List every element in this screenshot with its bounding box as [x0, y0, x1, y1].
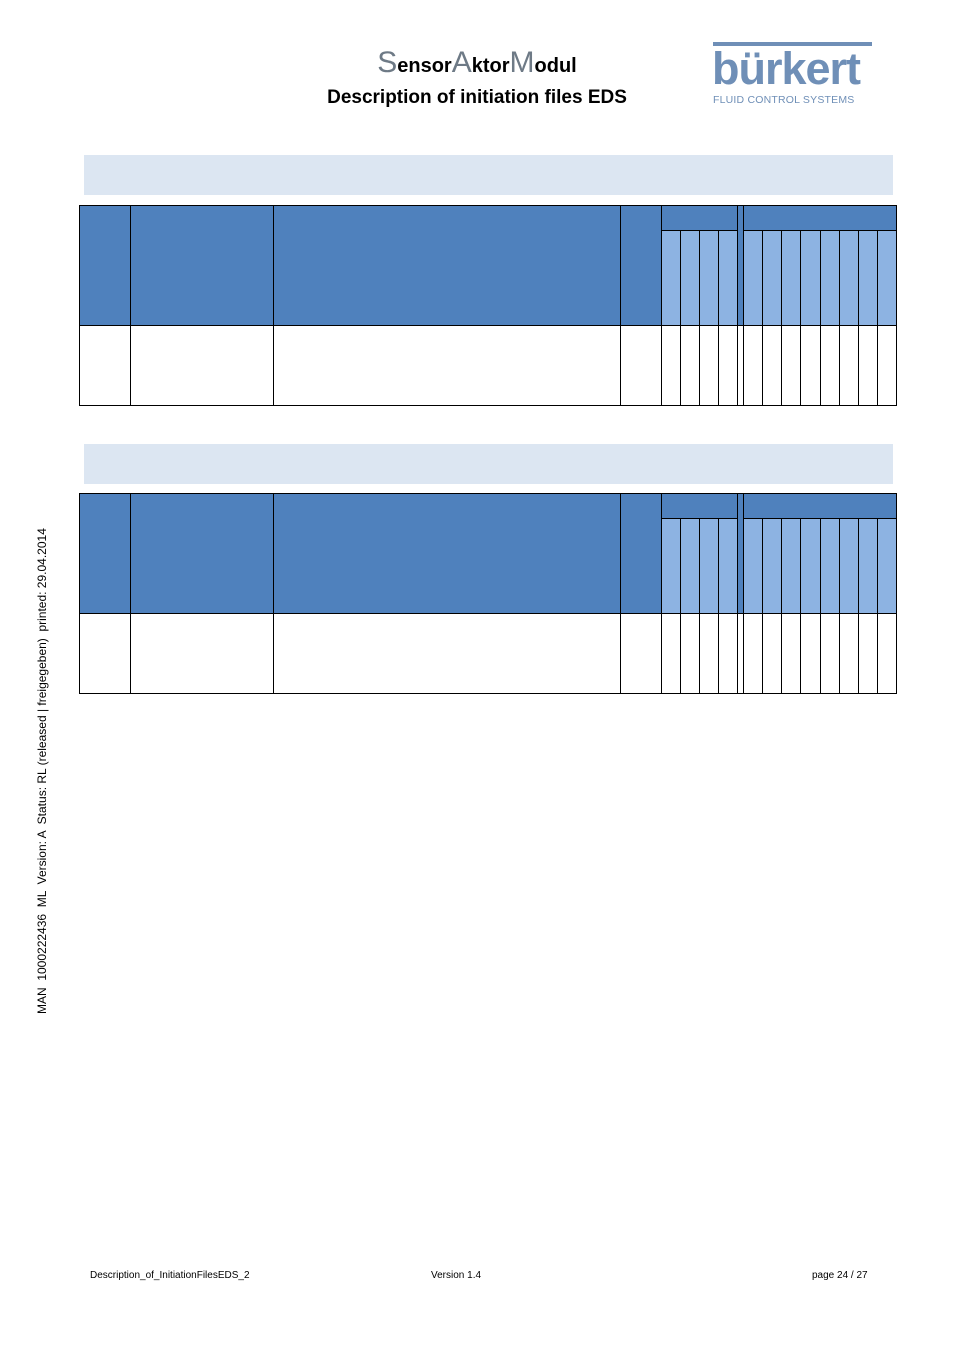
document-title: SensorAktorModul Description of initiati… [250, 46, 704, 111]
header-cell-col3 [273, 493, 621, 614]
title-cap-m: M [509, 46, 535, 79]
document-status-note: MAN 1000222436 ML Version: A Status: RL … [35, 528, 49, 1014]
title-part-ensor: ensor [397, 55, 452, 77]
table-subheader-row [80, 518, 898, 614]
subheader-cell [742, 230, 763, 326]
table-cell [679, 325, 700, 406]
parameter-table-2 [78, 493, 898, 694]
table-subheader-row [80, 230, 898, 326]
header-cell-col4 [619, 493, 662, 614]
subheader-cell [799, 518, 821, 614]
table-cell [876, 613, 898, 694]
footer-filename: Description_of_InitiationFilesEDS_2 [90, 1270, 250, 1281]
table-cell [838, 325, 859, 406]
table-row [78, 613, 898, 694]
subheader-cell [838, 518, 859, 614]
table-cell [799, 325, 821, 406]
subheader-cell [876, 518, 898, 614]
table-header-row [78, 493, 898, 614]
table-cell [717, 325, 738, 406]
table-cell [742, 613, 763, 694]
subheader-cell [857, 230, 878, 326]
subheader-cell [819, 518, 840, 614]
table-cell [761, 325, 782, 406]
table-cell [857, 613, 878, 694]
title-part-odul: odul [534, 55, 577, 77]
subheader-cell [876, 230, 898, 326]
section-heading-bar-2 [84, 444, 893, 484]
subheader-cell [838, 230, 859, 326]
header-group-right [742, 493, 898, 519]
table-cell [876, 325, 898, 406]
logo-wordmark: bürkert [712, 43, 861, 94]
subheader-cell [679, 518, 700, 614]
table-cell [698, 325, 719, 406]
document-subtitle: Description of initiation files EDS [327, 87, 627, 108]
subheader-cell [679, 230, 700, 326]
footer-version: Version 1.4 [431, 1270, 482, 1281]
title-part-ktor: ktor [471, 55, 510, 77]
table-cell [761, 613, 782, 694]
table-cell [660, 613, 681, 694]
table-cell [130, 325, 275, 406]
table-cell [130, 613, 275, 694]
subheader-cell [698, 230, 719, 326]
subheader-cell [761, 230, 782, 326]
header-group-left [660, 493, 738, 519]
subheader-cell [761, 518, 782, 614]
subheader-cell [698, 518, 719, 614]
subheader-cell [799, 230, 821, 326]
table-cell [742, 325, 763, 406]
table-cell [619, 325, 662, 406]
table-cell [717, 613, 738, 694]
title-sensoraktormodul: SensorAktorModul [250, 46, 704, 83]
table-cell [273, 613, 621, 694]
subheader-cell [780, 518, 801, 614]
table-cell [698, 613, 719, 694]
header-cell-col3 [273, 205, 621, 326]
header-cell-col2 [130, 493, 275, 614]
table-row [78, 325, 898, 406]
subheader-cell [780, 230, 801, 326]
logo-tagline: FLUID CONTROL SYSTEMS [713, 94, 855, 106]
table-cell [273, 325, 621, 406]
title-cap-a: A [451, 46, 472, 79]
table-cell [819, 613, 840, 694]
header-cell-col4 [619, 205, 662, 326]
burkert-logo: bürkert FLUID CONTROL SYSTEMS [712, 42, 874, 108]
subheader-cell [819, 230, 840, 326]
table-cell [799, 613, 821, 694]
parameter-table-1 [78, 205, 898, 406]
table-header-row [78, 205, 898, 326]
subheader-cell [742, 518, 763, 614]
table-cell [78, 325, 132, 406]
table-cell [679, 613, 700, 694]
table-cell [780, 325, 801, 406]
title-cap-s: S [377, 46, 398, 79]
header-group-right [742, 205, 898, 231]
subheader-cell [857, 518, 878, 614]
header-cell-col2 [130, 205, 275, 326]
subheader-cell [660, 230, 681, 326]
subheader-cell [660, 518, 681, 614]
table-cell [78, 613, 132, 694]
footer-page-number: page 24 / 27 [812, 1270, 868, 1281]
table-cell [819, 325, 840, 406]
table-cell [857, 325, 878, 406]
table-cell [780, 613, 801, 694]
subheader-cell [717, 230, 738, 326]
logo-bar [713, 42, 872, 46]
subheader-cell [717, 518, 738, 614]
header-cell-col1 [78, 205, 132, 326]
table-cell [838, 613, 859, 694]
table-cell [619, 613, 662, 694]
section-heading-bar-1 [84, 155, 893, 195]
header-cell-col1 [78, 493, 132, 614]
table-cell [660, 325, 681, 406]
header-group-left [660, 205, 738, 231]
